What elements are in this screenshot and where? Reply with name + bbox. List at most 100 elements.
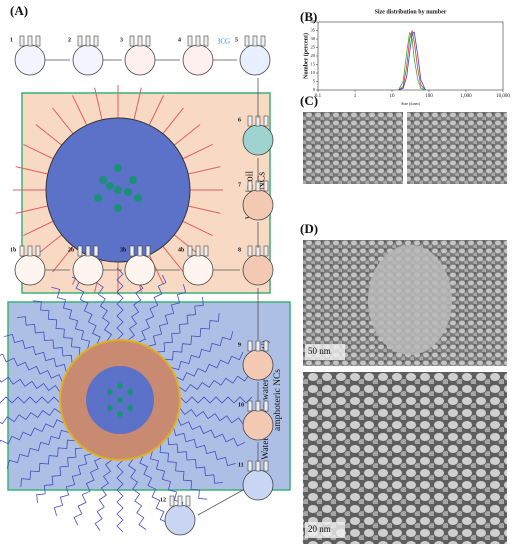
y-tick-label: 5 xyxy=(313,79,316,84)
chain xyxy=(147,284,187,347)
dots xyxy=(94,164,142,212)
step-label: 5 xyxy=(235,37,238,43)
chain xyxy=(0,376,61,393)
flask-neck xyxy=(177,495,183,507)
dot xyxy=(114,164,122,172)
dot xyxy=(94,194,102,202)
flask-neck xyxy=(129,245,135,257)
ray xyxy=(23,220,54,237)
flask-neck xyxy=(263,115,269,127)
ray xyxy=(71,95,88,126)
flask xyxy=(242,469,274,501)
chain xyxy=(139,455,169,524)
dot xyxy=(134,194,142,202)
flask-neck xyxy=(129,35,135,47)
ray xyxy=(188,166,221,175)
ray xyxy=(182,143,213,160)
ray xyxy=(148,95,165,126)
ray xyxy=(15,166,48,175)
step-label: 11 xyxy=(238,462,244,468)
x-tick-label: 100 xyxy=(425,94,433,99)
x-axis-label: Size (d.nm) xyxy=(401,101,420,106)
ray xyxy=(182,220,213,237)
chain xyxy=(178,373,250,393)
scale-bg xyxy=(305,522,345,538)
flask xyxy=(72,254,104,286)
flask-neck xyxy=(35,245,41,257)
y-tick-label: 30 xyxy=(311,36,316,41)
flask-neck xyxy=(145,35,151,47)
step-label: 6 xyxy=(238,117,241,123)
flask-neck xyxy=(263,400,269,412)
chain xyxy=(163,312,220,361)
flask-neck xyxy=(185,495,191,507)
flask-neck xyxy=(27,245,33,257)
chain xyxy=(170,331,234,371)
arrow xyxy=(197,489,244,516)
chart-title: Size distribution by number xyxy=(375,9,447,15)
flask-neck xyxy=(203,35,209,47)
y-tick-label: 15 xyxy=(311,62,316,67)
chain xyxy=(94,459,113,531)
flask-neck xyxy=(85,35,91,47)
chain xyxy=(0,353,63,383)
micrograph xyxy=(303,112,403,184)
flask-neck xyxy=(263,460,269,472)
wow-label: Water-in-oil-in-water (W/O/W) xyxy=(260,340,271,460)
flask-neck xyxy=(255,340,261,352)
step-label: 4 xyxy=(178,37,181,43)
chain xyxy=(51,286,91,350)
dot xyxy=(117,397,123,403)
dot xyxy=(106,182,114,190)
flask-neck xyxy=(244,35,250,47)
chain xyxy=(137,274,167,343)
flask-neck xyxy=(137,245,143,257)
flask-neck xyxy=(263,340,269,352)
flask-neck xyxy=(187,245,193,257)
chain xyxy=(116,267,124,341)
flask-neck xyxy=(27,35,33,47)
series-line xyxy=(398,32,426,91)
step-label: 12 xyxy=(160,497,166,503)
flask-neck xyxy=(247,340,253,352)
chain xyxy=(0,407,62,425)
chain xyxy=(16,316,73,364)
icg-label: ICG xyxy=(218,38,230,46)
step-label: 3 xyxy=(120,37,123,43)
ray xyxy=(133,87,142,120)
x-tick-label: 10,000 xyxy=(496,94,510,99)
flask xyxy=(242,409,274,441)
ray xyxy=(15,205,48,214)
flask-neck xyxy=(93,35,99,47)
chain xyxy=(0,396,61,404)
dot xyxy=(129,176,137,184)
chain xyxy=(149,450,189,514)
flask xyxy=(182,44,214,76)
chart: Size distribution by number Size (d.nm) Nu… xyxy=(302,9,510,106)
y-tick-label: 40 xyxy=(311,19,316,24)
chain xyxy=(0,419,65,445)
flask-neck xyxy=(195,35,201,47)
flask-neck xyxy=(19,35,25,47)
flask-neck xyxy=(77,245,83,257)
flask-neck xyxy=(255,400,261,412)
x-tick-label: 1 xyxy=(354,94,357,99)
ray xyxy=(94,87,103,120)
dots xyxy=(107,383,133,417)
micrograph xyxy=(303,372,507,544)
dot xyxy=(117,411,123,417)
flask-neck xyxy=(260,35,266,47)
flask xyxy=(182,254,214,286)
chain xyxy=(36,447,84,504)
scale-bg xyxy=(305,344,345,360)
flask xyxy=(124,254,156,286)
flask-neck xyxy=(263,180,269,192)
dot xyxy=(107,405,113,411)
flask-neck xyxy=(187,35,193,47)
chain xyxy=(159,443,208,500)
chain xyxy=(127,458,147,530)
flask xyxy=(242,189,274,221)
step-label: 8 xyxy=(238,247,241,253)
step-label: 1b xyxy=(10,247,17,253)
